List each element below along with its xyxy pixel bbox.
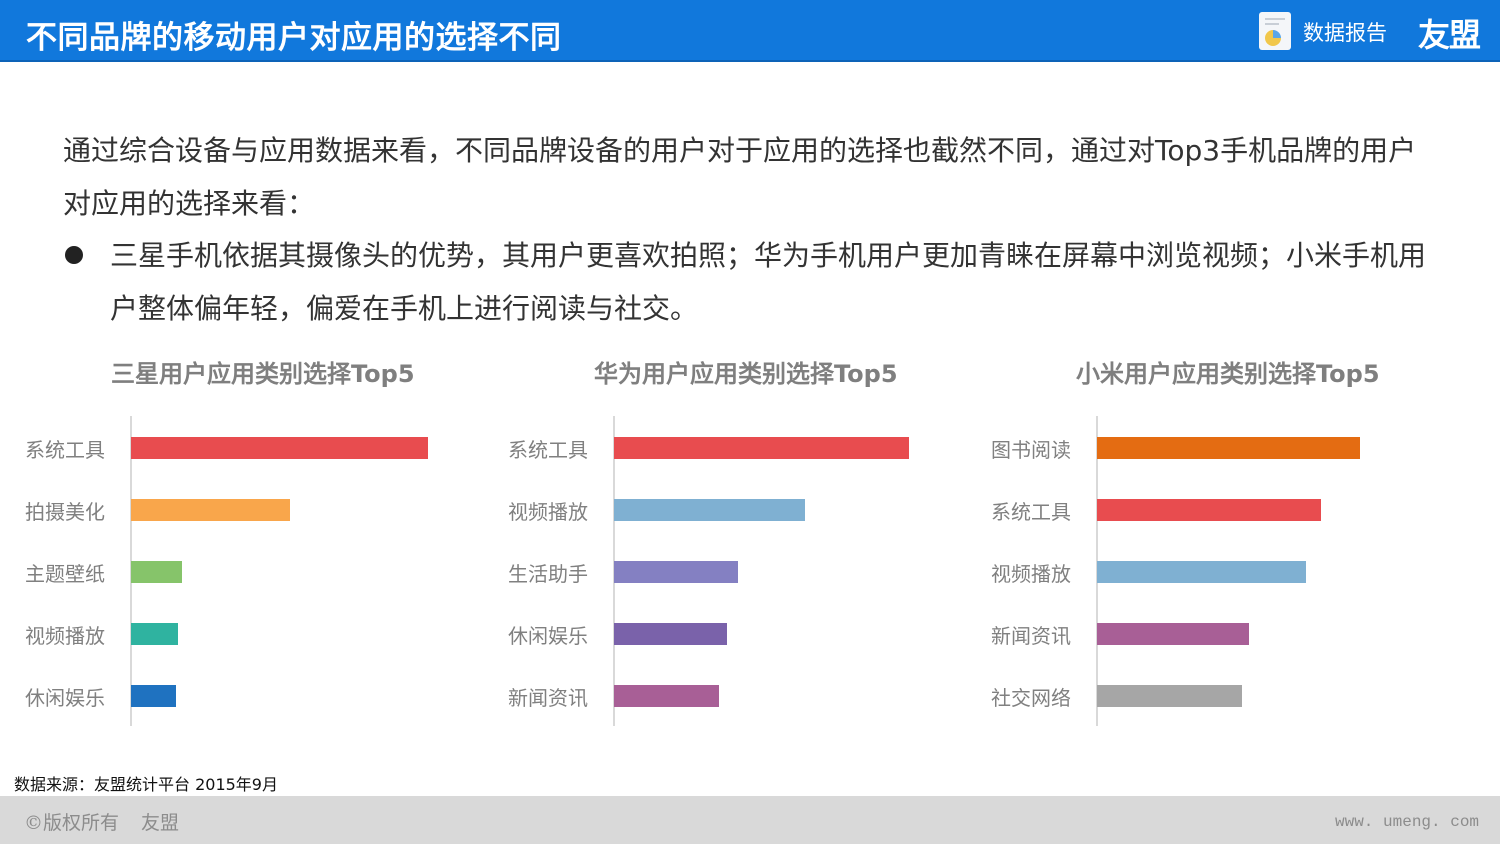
brand-logo: 友盟 — [1418, 16, 1481, 54]
chart-samsung: 系统工具拍摄美化主题壁纸视频播放休闲娱乐 — [0, 416, 470, 728]
bar — [1097, 561, 1306, 583]
copyright-text: ©版权所有 友盟 — [24, 808, 179, 835]
bar — [1097, 623, 1249, 645]
bar — [1097, 685, 1242, 707]
category-label: 社交网络 — [991, 686, 1071, 710]
header-bar: 不同品牌的移动用户对应用的选择不同 数据报告 友盟 — [0, 0, 1500, 62]
chart-title-xiaomi: 小米用户应用类别选择Top5 — [1076, 360, 1380, 388]
chart-title-samsung: 三星用户应用类别选择Top5 — [111, 360, 415, 388]
report-document-icon — [1259, 12, 1291, 50]
category-label: 视频播放 — [508, 500, 588, 524]
bar — [614, 561, 738, 583]
category-label: 图书阅读 — [991, 438, 1071, 462]
category-label: 视频播放 — [991, 562, 1071, 586]
bar — [131, 561, 182, 583]
bullet-dot-icon — [65, 246, 83, 264]
bar — [1097, 437, 1360, 459]
category-label: 生活助手 — [508, 562, 588, 586]
report-label: 数据报告 — [1303, 21, 1387, 45]
chart-xiaomi: 图书阅读系统工具视频播放新闻资讯社交网络 — [966, 416, 1436, 728]
page-title: 不同品牌的移动用户对应用的选择不同 — [26, 20, 562, 56]
bar — [131, 437, 428, 459]
chart-title-huawei: 华为用户应用类别选择Top5 — [594, 360, 898, 388]
category-label: 系统工具 — [25, 438, 105, 462]
category-label: 休闲娱乐 — [508, 624, 588, 648]
copyright-label: ©版权所有 — [24, 812, 120, 834]
bar — [131, 685, 176, 707]
category-label: 系统工具 — [508, 438, 588, 462]
category-label: 休闲娱乐 — [25, 686, 105, 710]
category-label: 系统工具 — [991, 500, 1071, 524]
copyright-company: 友盟 — [141, 812, 180, 834]
bar — [1097, 499, 1321, 521]
category-label: 新闻资讯 — [508, 686, 588, 710]
intro-paragraph: 通过综合设备与应用数据来看，不同品牌设备的用户对于应用的选择也截然不同，通过对T… — [63, 134, 1417, 220]
chart-huawei: 系统工具视频播放生活助手休闲娱乐新闻资讯 — [483, 416, 953, 728]
category-label: 主题壁纸 — [25, 562, 105, 586]
bar — [614, 685, 719, 707]
bullet-text: 三星手机依据其摄像头的优势，其用户更喜欢拍照；华为手机用户更加青睐在屏幕中浏览视… — [110, 239, 1427, 325]
category-label: 新闻资讯 — [991, 624, 1071, 648]
bar — [614, 437, 909, 459]
footer-bar: ©版权所有 友盟 www. umeng. com — [0, 796, 1500, 844]
category-label: 视频播放 — [25, 624, 105, 648]
bar — [131, 623, 178, 645]
data-source-note: 数据来源：友盟统计平台 2015年9月 — [14, 775, 278, 794]
bar — [614, 623, 727, 645]
category-label: 拍摄美化 — [25, 500, 105, 524]
bar — [131, 499, 290, 521]
bar — [614, 499, 805, 521]
website-link[interactable]: www. umeng. com — [1335, 813, 1480, 831]
